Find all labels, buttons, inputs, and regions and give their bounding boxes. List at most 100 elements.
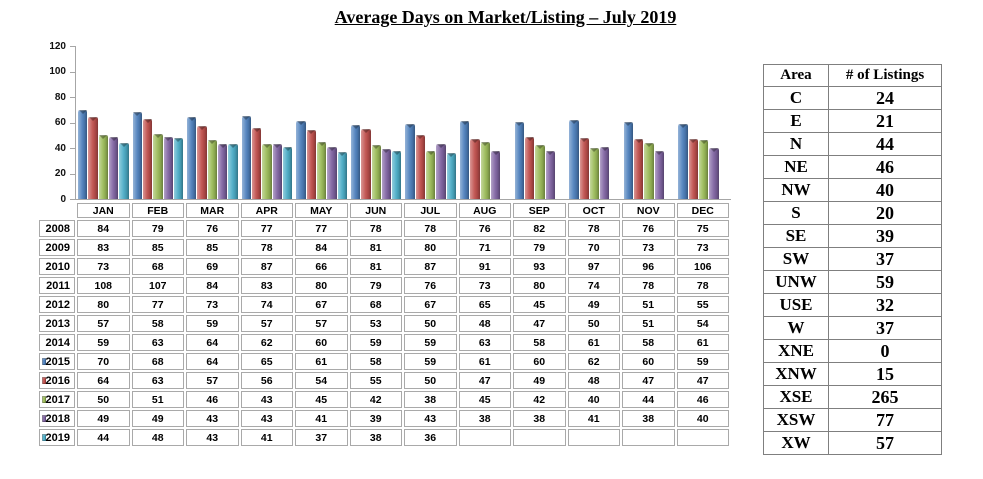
bar-slot bbox=[610, 46, 619, 199]
value-cell: 60 bbox=[295, 334, 348, 351]
bar-2015-oct bbox=[569, 120, 579, 199]
area-cell: E bbox=[763, 109, 829, 133]
area-cell: NW bbox=[763, 178, 829, 202]
year-label-cell: 2013 bbox=[39, 315, 75, 332]
month-header: APR bbox=[240, 203, 293, 218]
bar-slot bbox=[654, 46, 665, 199]
bar-slot bbox=[644, 46, 655, 199]
value-cell: 79 bbox=[131, 220, 184, 237]
month-column bbox=[622, 46, 677, 199]
year-label-text: 2014 bbox=[45, 336, 70, 349]
value-cell: 78 bbox=[404, 220, 457, 237]
year-label-text: 2013 bbox=[45, 317, 70, 330]
year-label-cell: 2010 bbox=[39, 258, 75, 275]
value-cell: 50 bbox=[404, 372, 457, 389]
bar-slot bbox=[460, 46, 470, 199]
bar-2018-jun bbox=[381, 149, 392, 199]
month-column bbox=[294, 46, 349, 199]
bar-slot bbox=[153, 46, 163, 199]
value-cell: 53 bbox=[349, 315, 402, 332]
value-cell: 42 bbox=[513, 391, 566, 408]
area-cell: C bbox=[763, 86, 829, 110]
value-cell: 79 bbox=[513, 239, 566, 256]
value-cell: 70 bbox=[77, 353, 130, 370]
listings-header-row: Area # of Listings bbox=[763, 64, 942, 87]
value-cell: 51 bbox=[622, 315, 675, 332]
value-cell: 51 bbox=[131, 391, 184, 408]
value-cell: 54 bbox=[295, 372, 348, 389]
month-header: AUG bbox=[458, 203, 511, 218]
bar-slot bbox=[688, 46, 699, 199]
bar-slot bbox=[524, 46, 535, 199]
value-cell: 48 bbox=[131, 429, 184, 446]
value-cell: 59 bbox=[349, 334, 402, 351]
value-cell: 40 bbox=[676, 410, 729, 427]
bar-slot bbox=[514, 46, 525, 199]
bar-2018-jan bbox=[108, 137, 119, 199]
y-tick-label: 20 bbox=[54, 168, 66, 179]
year-row: 2016 64 63 57 56 54 55 50 47 49 48 47 47 bbox=[39, 372, 729, 389]
bar-2015-jan bbox=[78, 110, 88, 199]
bar-slot bbox=[446, 46, 457, 199]
value-cell: 40 bbox=[567, 391, 620, 408]
bar-2017-apr bbox=[262, 144, 272, 199]
bar-2016-sep bbox=[524, 137, 535, 199]
bar-slot bbox=[436, 46, 447, 199]
month-header: OCT bbox=[567, 203, 620, 218]
bar-slot bbox=[579, 46, 590, 199]
bar-slot bbox=[187, 46, 197, 199]
value-cell: 78 bbox=[622, 277, 675, 294]
value-cell: 76 bbox=[622, 220, 675, 237]
value-cell: 57 bbox=[77, 315, 130, 332]
area-row: XNE 0 bbox=[763, 339, 942, 363]
bar-slot bbox=[490, 46, 501, 199]
value-cell: 64 bbox=[186, 334, 239, 351]
value-cell: 37 bbox=[295, 429, 348, 446]
value-cell: 49 bbox=[77, 410, 130, 427]
year-label-cell: 2008 bbox=[39, 220, 75, 237]
value-cell bbox=[676, 429, 729, 446]
y-tick-label: 0 bbox=[60, 193, 66, 205]
value-cell: 51 bbox=[622, 296, 675, 313]
value-cell: 80 bbox=[513, 277, 566, 294]
year-row: 2008 84 79 76 77 77 78 78 76 82 78 76 75 bbox=[39, 220, 729, 237]
value-cell: 57 bbox=[186, 372, 239, 389]
year-row: 2012 80 77 73 74 67 68 67 65 45 49 51 55 bbox=[39, 296, 729, 313]
year-label: 2017 bbox=[40, 392, 74, 407]
value-cell: 76 bbox=[404, 277, 457, 294]
value-cell: 45 bbox=[458, 391, 511, 408]
value-cell: 36 bbox=[404, 429, 457, 446]
value-cell: 38 bbox=[349, 429, 402, 446]
month-header: NOV bbox=[622, 203, 675, 218]
value-cell: 68 bbox=[349, 296, 402, 313]
month-header: MAR bbox=[186, 203, 239, 218]
value-cell: 81 bbox=[349, 258, 402, 275]
bar-slot bbox=[282, 46, 293, 199]
year-label: 2013 bbox=[40, 316, 74, 331]
bar-2016-nov bbox=[634, 139, 644, 199]
value-cell: 64 bbox=[77, 372, 130, 389]
value-cell: 57 bbox=[295, 315, 348, 332]
value-cell: 44 bbox=[77, 429, 130, 446]
bar-2016-oct bbox=[579, 138, 590, 199]
area-row: W 37 bbox=[763, 316, 942, 340]
value-cell: 83 bbox=[240, 277, 293, 294]
value-cell: 59 bbox=[404, 353, 457, 370]
value-cell: 39 bbox=[349, 410, 402, 427]
listings-count-cell: 46 bbox=[828, 155, 942, 179]
value-cell: 97 bbox=[567, 258, 620, 275]
year-label: 2014 bbox=[40, 335, 74, 350]
bar-slot bbox=[556, 46, 565, 199]
listings-count-cell: 59 bbox=[828, 270, 942, 294]
bar-slot bbox=[98, 46, 109, 199]
bar-2015-aug bbox=[460, 121, 470, 199]
bar-2016-jun bbox=[361, 129, 371, 199]
y-tick-mark bbox=[70, 46, 75, 47]
value-cell: 84 bbox=[77, 220, 130, 237]
value-cell: 79 bbox=[349, 277, 402, 294]
value-cell: 78 bbox=[349, 220, 402, 237]
bar-slot bbox=[634, 46, 644, 199]
value-cell: 87 bbox=[240, 258, 293, 275]
plot-area bbox=[75, 46, 731, 200]
listings-count-cell: 32 bbox=[828, 293, 942, 317]
